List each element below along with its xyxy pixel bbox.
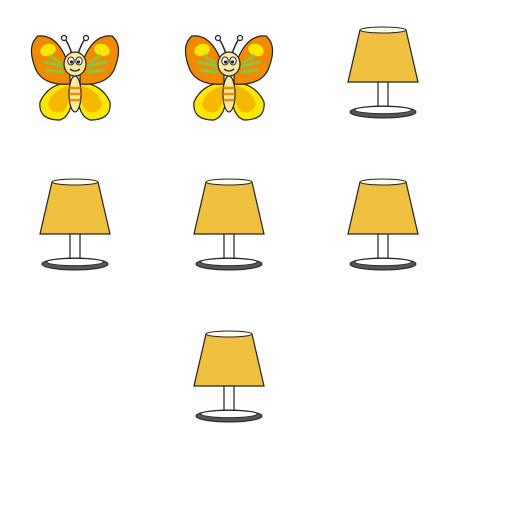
lamp-icon	[184, 328, 274, 428]
lamp-icon	[338, 24, 428, 124]
lamp-icon	[338, 176, 428, 276]
lamp-icon	[184, 176, 274, 276]
lamp-icon	[30, 176, 120, 276]
butterfly-icon	[184, 24, 274, 124]
butterfly-icon	[30, 24, 120, 124]
